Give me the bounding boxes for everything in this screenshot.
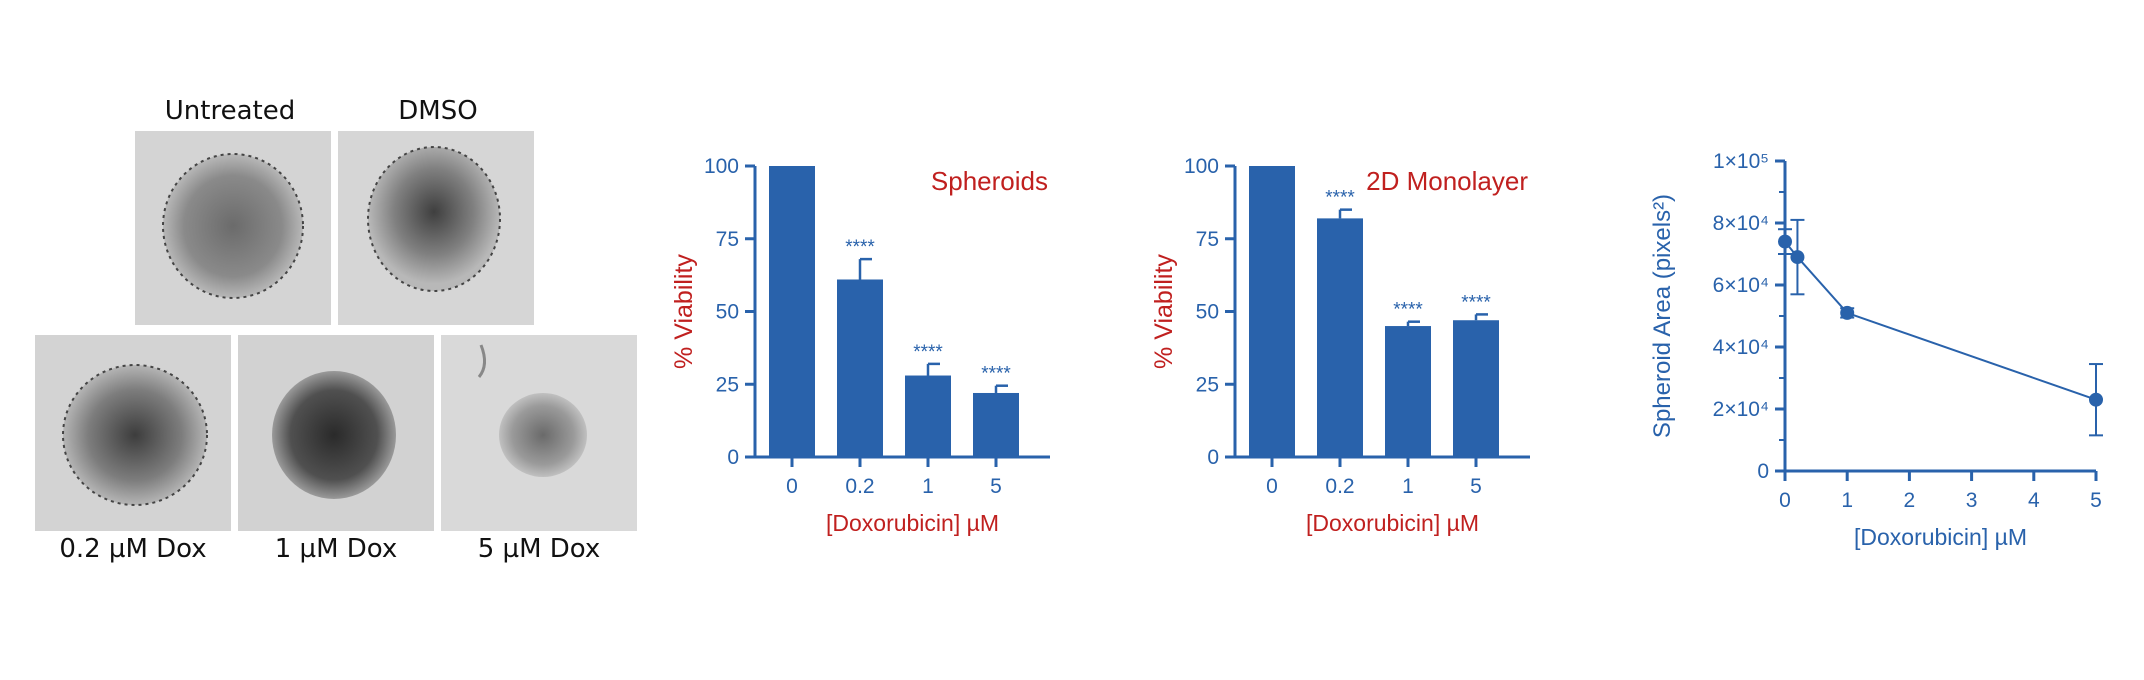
y-axis-label: % Viability xyxy=(670,254,698,369)
image-untreated xyxy=(135,131,331,325)
label-dox-1: 1 µM Dox xyxy=(274,534,398,564)
significance-label: **** xyxy=(845,237,875,258)
y-tick-label: 8×10⁴ xyxy=(1713,212,1769,235)
chart-spheroids: 0 25 50 75 100 0 **** 0.2 **** 1 **** 5 [Doxorubicin… xyxy=(670,155,1050,536)
y-tick-label: 50 xyxy=(1196,301,1219,324)
significance-label: **** xyxy=(1461,292,1491,313)
y-tick-label: 100 xyxy=(1184,155,1219,178)
x-tick-label: 3 xyxy=(1966,489,1978,512)
bar xyxy=(973,392,1019,457)
y-tick-label: 4×10⁴ xyxy=(1713,336,1769,359)
data-point xyxy=(1790,250,1805,265)
bar xyxy=(769,166,815,457)
y-tick-label: 1×10⁵ xyxy=(1713,150,1769,173)
image-dox-0-2 xyxy=(35,335,231,531)
x-tick-label: 5 xyxy=(1470,475,1482,498)
series-line xyxy=(1784,240,2097,401)
bar xyxy=(1385,326,1431,457)
y-tick-label: 6×10⁴ xyxy=(1713,274,1769,297)
x-tick-label: 0 xyxy=(1266,475,1278,498)
data-point xyxy=(1840,305,1855,320)
label-untreated: Untreated xyxy=(164,96,296,126)
chart-title: 2D Monolayer xyxy=(1366,166,1528,196)
chart-2d-monolayer: 0 25 50 75 100 0 **** 0.2 **** 1 **** 5 [Doxorubicin… xyxy=(1150,155,1530,536)
y-tick-label: 0 xyxy=(1207,446,1219,469)
data-point xyxy=(1778,234,1792,249)
image-dox-1 xyxy=(238,335,434,531)
x-axis-label: [Doxorubicin] µM xyxy=(1854,524,2027,550)
y-tick-label: 0 xyxy=(1757,460,1769,483)
x-axis-label: [Doxorubicin] µM xyxy=(826,510,999,536)
x-axis-label: [Doxorubicin] µM xyxy=(1306,510,1479,536)
bar xyxy=(1453,320,1499,457)
x-tick-label: 0 xyxy=(1779,489,1791,512)
significance-label: **** xyxy=(1325,188,1355,209)
bar xyxy=(837,279,883,457)
x-tick-label: 0.2 xyxy=(845,475,874,498)
image-dox-5 xyxy=(441,335,637,531)
y-tick-label: 75 xyxy=(1196,228,1219,251)
x-tick-label: 0.2 xyxy=(1325,475,1354,498)
label-dox-5: 5 µM Dox xyxy=(477,534,601,564)
y-tick-label: 100 xyxy=(704,155,739,178)
y-tick-label: 25 xyxy=(1196,373,1219,396)
y-tick-label: 2×10⁴ xyxy=(1713,398,1769,421)
chart-spheroid-area: 0 2×10⁴ 4×10⁴ 6×10⁴ 8×10⁴ 1×10⁵ 0 1 2 3 4 5 [Doxorub… xyxy=(1649,150,2103,550)
y-axis-label: Spheroid Area (pixels²) xyxy=(1649,194,1676,438)
x-tick-label: 1 xyxy=(1841,489,1853,512)
x-tick-label: 0 xyxy=(786,475,798,498)
image-dmso xyxy=(338,131,534,325)
y-tick-label: 75 xyxy=(716,228,739,251)
significance-label: **** xyxy=(913,342,943,363)
data-point xyxy=(2089,392,2103,407)
chart-title: Spheroids xyxy=(931,166,1048,196)
y-tick-label: 0 xyxy=(727,446,739,469)
y-tick-label: 25 xyxy=(716,373,739,396)
x-tick-label: 4 xyxy=(2028,489,2040,512)
x-tick-label: 5 xyxy=(990,475,1002,498)
significance-label: **** xyxy=(1393,300,1423,321)
bar xyxy=(1317,218,1363,457)
x-tick-label: 5 xyxy=(2090,489,2102,512)
x-tick-label: 1 xyxy=(1402,475,1414,498)
significance-label: **** xyxy=(981,364,1011,385)
bar xyxy=(1249,166,1295,457)
bar xyxy=(905,375,951,457)
y-axis-label: % Viability xyxy=(1150,254,1178,369)
x-tick-label: 1 xyxy=(922,475,934,498)
label-dox-0-2: 0.2 µM Dox xyxy=(59,534,207,564)
x-tick-label: 2 xyxy=(1904,489,1916,512)
y-tick-label: 50 xyxy=(716,301,739,324)
label-dmso: DMSO xyxy=(398,96,478,126)
